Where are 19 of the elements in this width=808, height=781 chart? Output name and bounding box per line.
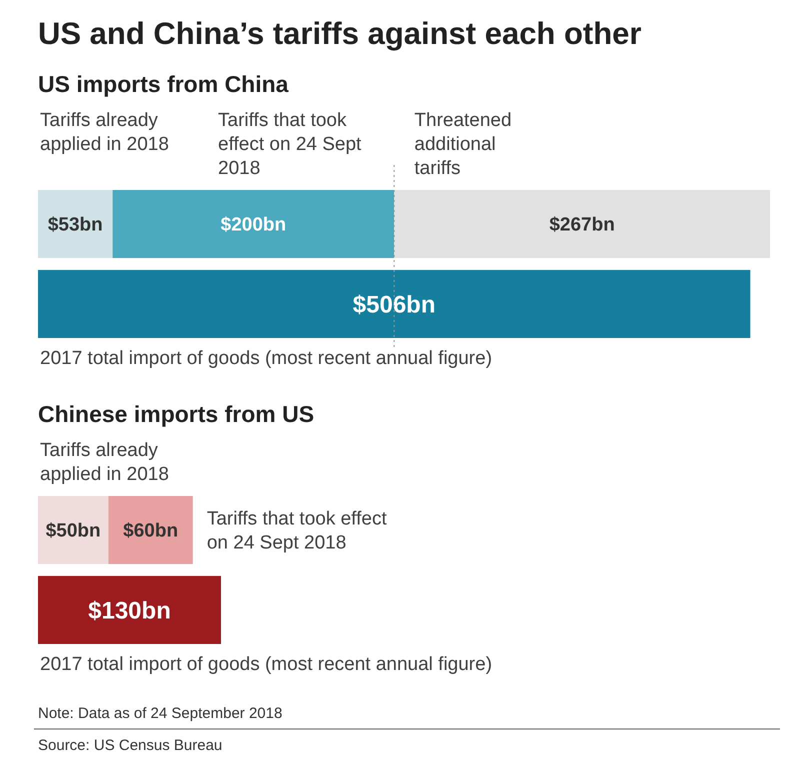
data-label: $506bn <box>352 291 436 318</box>
series-label: Tariffs already applied in 2018 <box>40 440 169 485</box>
data-label: $267bn <box>549 214 615 236</box>
series-label: Tariffs that took effect on 24 Sept 2018 <box>206 508 388 554</box>
data-label: $200bn <box>220 214 286 236</box>
series-label: 2017 total import of goods (most recent annual figure) <box>40 348 492 369</box>
series-label: 2017 total import of goods (most recent annual figure) <box>40 654 492 675</box>
series-label: Threatened additional tariffs <box>414 110 512 179</box>
chart-title: US and China’s tariffs against each other <box>38 16 642 51</box>
data-label: $53bn <box>48 214 103 236</box>
data-label: $130bn <box>88 597 171 624</box>
text: Note: Data as of 24 September 2018 <box>38 705 282 722</box>
source-note: Source: US Census Bureau <box>38 737 222 754</box>
data-label: $60bn <box>123 520 178 542</box>
series-label: Tariffs that took effect on 24 Sept 2018 <box>218 110 362 179</box>
data-label: $50bn <box>46 520 101 542</box>
chart-subtitle: US imports from China <box>38 71 289 97</box>
series-label: Tariffs already applied in 2018 <box>40 110 169 155</box>
chart-subtitle: Chinese imports from US <box>38 401 314 427</box>
